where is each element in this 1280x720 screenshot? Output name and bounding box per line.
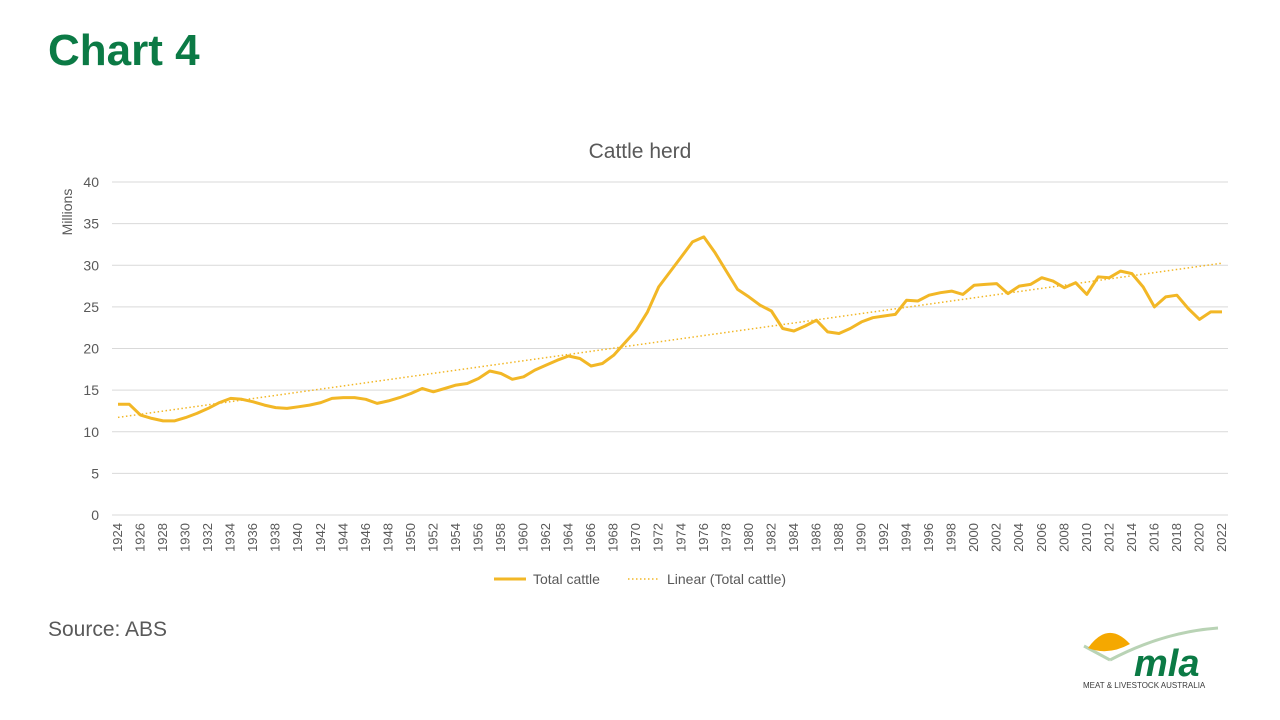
y-tick-label: 15: [83, 382, 99, 398]
x-axis-ticks: 1924 1926 1928 1930 1932 1934 1936 1938 1940 1942…: [110, 523, 1229, 552]
x-tick-label: 2010: [1079, 523, 1094, 552]
x-tick-label: 1954: [448, 523, 463, 552]
x-tick-label: 1968: [606, 523, 621, 552]
x-tick-label: 2018: [1169, 523, 1184, 552]
gridlines: [112, 181, 1228, 516]
series-total-cattle: [118, 235, 1222, 423]
y-axis-ticks: 0 5 10 15 20 25 30 35 40: [83, 174, 99, 523]
x-tick-label: 1948: [380, 523, 395, 552]
x-tick-label: 1972: [651, 523, 666, 552]
x-tick-label: 1936: [245, 523, 260, 552]
x-tick-label: 1946: [358, 523, 373, 552]
x-tick-label: 1940: [290, 523, 305, 552]
x-tick-label: 1932: [200, 523, 215, 552]
y-tick-label: 25: [83, 299, 99, 315]
logo-wordmark: mla: [1134, 643, 1199, 685]
y-tick-label: 35: [83, 216, 99, 232]
x-tick-label: 2006: [1034, 523, 1049, 552]
logo-subtitle: MEAT & LIVESTOCK AUSTRALIA: [1083, 681, 1206, 690]
y-tick-label: 40: [83, 174, 99, 190]
mla-logo: mla MEAT & LIVESTOCK AUSTRALIA: [1083, 626, 1219, 690]
legend-label-linear-trend: Linear (Total cattle): [667, 571, 786, 587]
x-tick-label: 2000: [966, 523, 981, 552]
y-tick-label: 5: [91, 465, 99, 481]
series-linear-trend: [117, 262, 1223, 419]
y-tick-label: 0: [91, 507, 99, 523]
x-tick-label: 1996: [921, 523, 936, 552]
x-tick-label: 1960: [516, 523, 531, 552]
x-tick-label: 1992: [876, 523, 891, 552]
slide-title: Chart 4: [48, 26, 200, 75]
x-tick-label: 2020: [1191, 523, 1206, 552]
x-tick-label: 1988: [831, 523, 846, 552]
legend: Total cattle Linear (Total cattle): [494, 571, 786, 587]
x-tick-label: 2012: [1101, 523, 1116, 552]
x-tick-label: 2004: [1011, 523, 1026, 552]
x-tick-label: 1930: [178, 523, 193, 552]
x-tick-label: 1962: [538, 523, 553, 552]
x-tick-label: 1984: [786, 523, 801, 552]
x-tick-label: 1934: [223, 523, 238, 552]
x-tick-label: 1952: [425, 523, 440, 552]
x-tick-label: 1994: [899, 523, 914, 552]
x-tick-label: 1956: [470, 523, 485, 552]
x-tick-label: 2016: [1146, 523, 1161, 552]
x-tick-label: 1980: [741, 523, 756, 552]
logo-arc: [1109, 626, 1219, 662]
x-tick-label: 1976: [696, 523, 711, 552]
x-tick-label: 1978: [718, 523, 733, 552]
x-tick-label: 2008: [1056, 523, 1071, 552]
logo-arc-lower: [1083, 644, 1111, 662]
x-tick-label: 1944: [335, 523, 350, 552]
x-tick-label: 1964: [561, 523, 576, 552]
x-tick-label: 1982: [763, 523, 778, 552]
x-tick-label: 1942: [313, 523, 328, 552]
x-tick-label: 1974: [673, 523, 688, 552]
x-tick-label: 1958: [493, 523, 508, 552]
x-tick-label: 1966: [583, 523, 598, 552]
logo-sun-icon: [1088, 632, 1130, 652]
x-tick-label: 1924: [110, 523, 125, 552]
legend-label-total-cattle: Total cattle: [533, 571, 600, 587]
x-tick-label: 2014: [1124, 523, 1139, 552]
x-tick-label: 1986: [808, 523, 823, 552]
x-tick-label: 1926: [133, 523, 148, 552]
x-tick-label: 2022: [1214, 523, 1229, 552]
x-tick-label: 1950: [403, 523, 418, 552]
y-tick-label: 30: [83, 257, 99, 273]
y-tick-label: 20: [83, 341, 99, 357]
source-note: Source: ABS: [48, 618, 168, 641]
series-layer: [117, 235, 1223, 423]
chart-title: Cattle herd: [589, 140, 692, 163]
y-tick-label: 10: [83, 424, 99, 440]
x-tick-label: 1928: [155, 523, 170, 552]
x-tick-label: 1938: [268, 523, 283, 552]
x-tick-label: 1990: [854, 523, 869, 552]
x-tick-label: 1998: [944, 523, 959, 552]
x-tick-label: 1970: [628, 523, 643, 552]
x-tick-label: 2002: [989, 523, 1004, 552]
y-axis-label: Millions: [59, 189, 75, 236]
